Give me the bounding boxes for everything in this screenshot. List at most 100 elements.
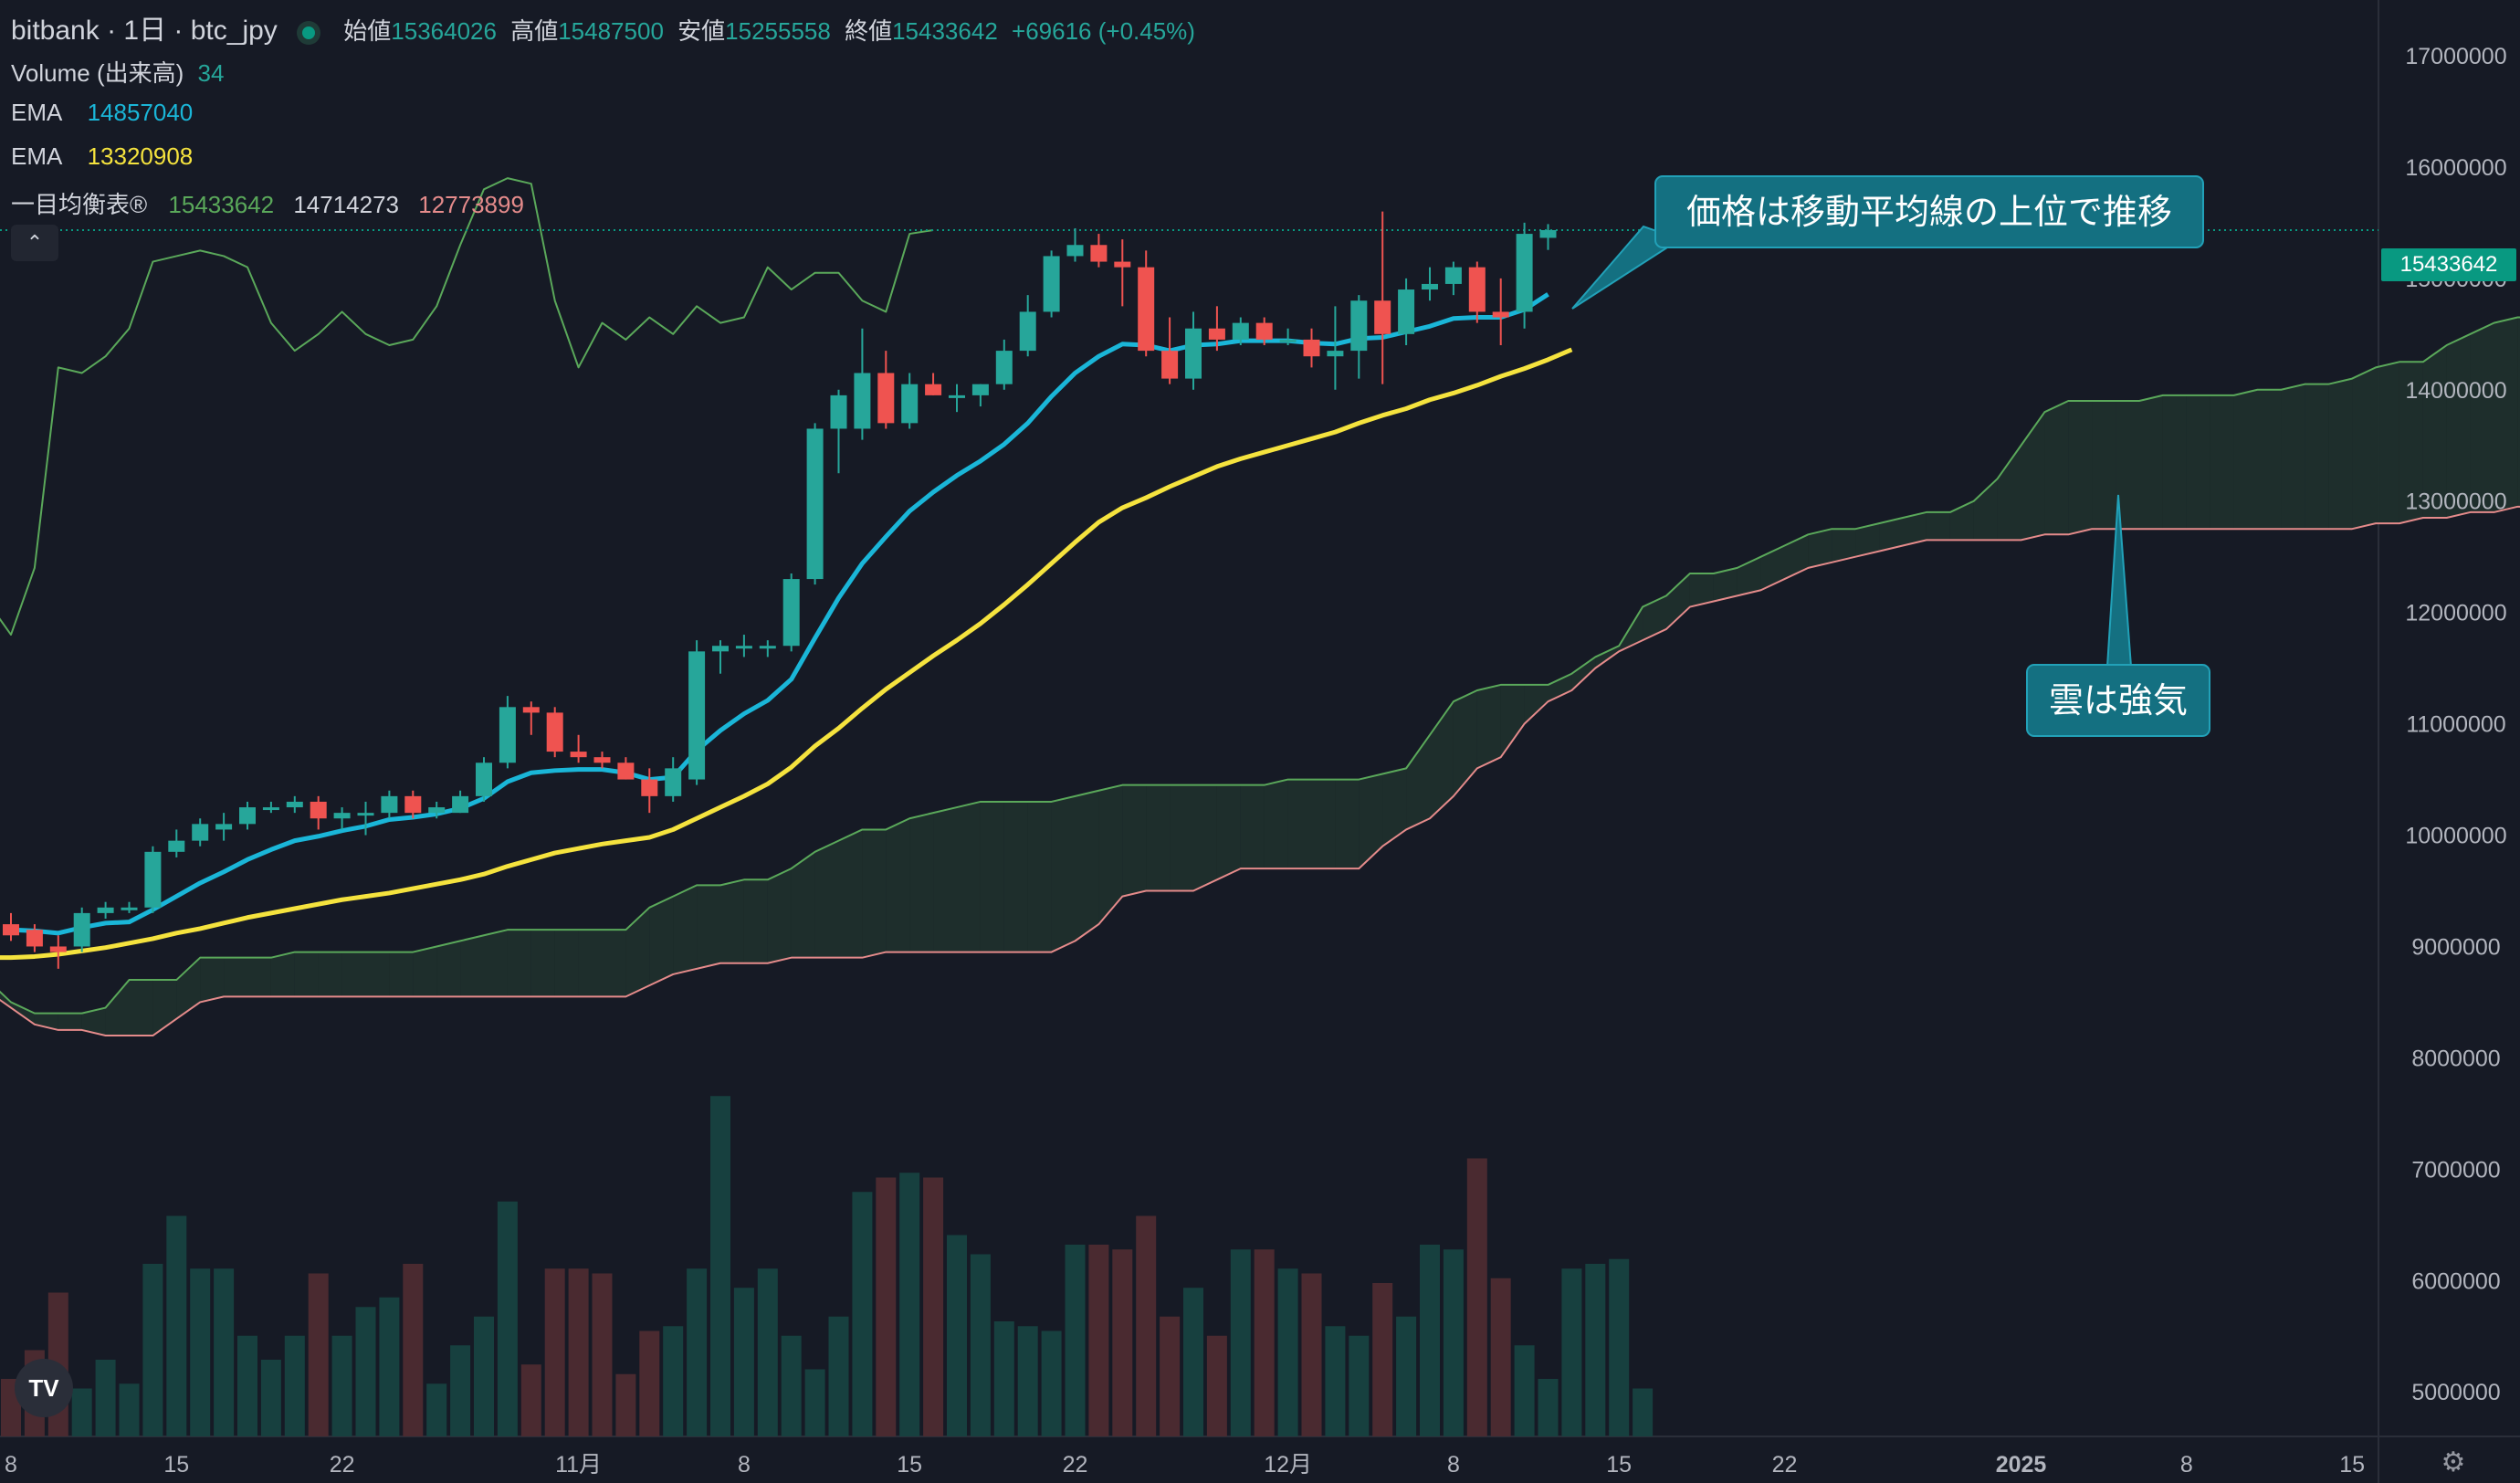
- candle-body: [1492, 311, 1509, 318]
- candle-body: [901, 384, 919, 424]
- cloud-segment: [2139, 394, 2163, 530]
- volume-label: Volume (出来高): [11, 59, 184, 87]
- ema-fast-legend[interactable]: EMA 14857040: [11, 99, 200, 127]
- candle-body: [1422, 283, 1438, 290]
- cloud-segment: [2446, 333, 2471, 519]
- cloud-segment: [2068, 400, 2093, 535]
- volume-legend[interactable]: Volume (出来高) 34: [11, 55, 231, 89]
- symbol-title[interactable]: bitbank · 1日 · btc_jpy: [11, 16, 278, 46]
- ichimoku-value-2: 14714273: [293, 191, 400, 218]
- cloud-segment: [1264, 779, 1288, 869]
- change-value: +69616 (+0.45%): [1012, 17, 1195, 45]
- candle-body: [1444, 267, 1462, 284]
- cloud-segment: [2092, 400, 2116, 530]
- candle-body: [26, 930, 43, 947]
- volume-bar: [142, 1264, 163, 1436]
- cloud-segment: [1430, 701, 1454, 819]
- volume-bar: [403, 1264, 424, 1436]
- volume-bar: [1396, 1316, 1417, 1436]
- volume-bar: [1254, 1249, 1275, 1436]
- cloud-segment: [1903, 511, 1927, 546]
- cloud-segment: [1216, 784, 1241, 880]
- cloud-segment: [2281, 384, 2305, 530]
- volume-bar: [710, 1096, 730, 1436]
- cloud-segment: [34, 1013, 58, 1030]
- candle-body: [1208, 328, 1225, 340]
- cloud-segment: [2021, 412, 2045, 541]
- cloud-segment: [1146, 784, 1171, 891]
- candle-body: [641, 779, 658, 796]
- callout-text: 雲は強気: [2049, 680, 2188, 720]
- cloud-segment: [554, 930, 579, 997]
- cloud-segment: [341, 952, 366, 997]
- volume-bar: [615, 1373, 636, 1436]
- volume-bar: [119, 1383, 140, 1436]
- cloud-segment: [1595, 646, 1620, 668]
- time-axis-label: 8: [738, 1452, 751, 1478]
- gear-icon[interactable]: ⚙: [2441, 1446, 2466, 1478]
- price-axis-label: 17000000: [2405, 44, 2506, 69]
- candle-body: [381, 795, 398, 814]
- volume-bar: [1301, 1273, 1322, 1436]
- volume-bar: [1065, 1245, 1086, 1436]
- volume-bar: [663, 1326, 684, 1436]
- cloud-segment: [625, 907, 650, 997]
- cloud-segment: [886, 818, 910, 952]
- candle-body: [665, 768, 682, 796]
- candle-body: [144, 851, 162, 908]
- cloud-segment: [1476, 684, 1501, 769]
- high-label: 高値: [510, 17, 559, 45]
- cloud-segment: [413, 946, 437, 997]
- candle-body: [239, 807, 256, 825]
- candle-body: [215, 824, 233, 830]
- candle-body: [3, 924, 19, 936]
- candle-body: [830, 394, 847, 429]
- volume-bar: [426, 1383, 447, 1436]
- candle-body: [617, 763, 635, 780]
- volume-bar: [308, 1273, 329, 1436]
- candle-body: [168, 840, 185, 852]
- volume-bar: [804, 1369, 825, 1436]
- candle-body: [1138, 267, 1155, 352]
- time-axis-label: 22: [330, 1452, 355, 1478]
- cloud-segment: [2352, 367, 2376, 530]
- candle-body: [782, 579, 800, 647]
- candle-body: [1185, 328, 1202, 379]
- time-axis-label: 8: [5, 1452, 17, 1478]
- volume-bar: [970, 1254, 991, 1436]
- collapse-legend-button[interactable]: ⌃: [11, 225, 58, 261]
- candle-body: [877, 373, 895, 424]
- candle-body: [546, 712, 563, 752]
- price-axis-label: 5000000: [2411, 1380, 2500, 1405]
- price-axis-label: 10000000: [2405, 824, 2506, 849]
- candle-body: [949, 394, 965, 398]
- candle-body: [1019, 311, 1036, 352]
- candle-body: [806, 428, 824, 580]
- candle-body: [1398, 289, 1415, 334]
- cloud-segment: [1075, 790, 1099, 941]
- price-axis-label: 14000000: [2405, 378, 2506, 404]
- cloud-segment: [838, 829, 863, 958]
- tradingview-logo[interactable]: TV: [15, 1359, 73, 1417]
- cloud-segment: [1689, 573, 1714, 607]
- price-axis-label: 13000000: [2405, 489, 2506, 515]
- volume-bar: [993, 1321, 1014, 1436]
- volume-bar: [757, 1268, 778, 1436]
- candle-body: [1255, 322, 1273, 340]
- market-status-icon: [302, 26, 316, 39]
- cloud-segment: [176, 957, 201, 1019]
- cloud-segment: [2422, 345, 2447, 519]
- candle-body: [1232, 322, 1249, 340]
- volume-bar: [852, 1192, 873, 1436]
- volume-bar: [1017, 1326, 1038, 1436]
- volume-bar: [1349, 1335, 1370, 1436]
- volume-bar: [284, 1335, 305, 1436]
- cloud-segment: [602, 930, 626, 997]
- ema-slow-legend[interactable]: EMA 13320908: [11, 142, 200, 171]
- volume-bar: [1490, 1278, 1511, 1436]
- candle-body: [925, 384, 942, 395]
- ichimoku-legend[interactable]: 一目均衡表® 15433642 14714273 12773899: [11, 186, 531, 220]
- cloud-segment: [2233, 389, 2258, 530]
